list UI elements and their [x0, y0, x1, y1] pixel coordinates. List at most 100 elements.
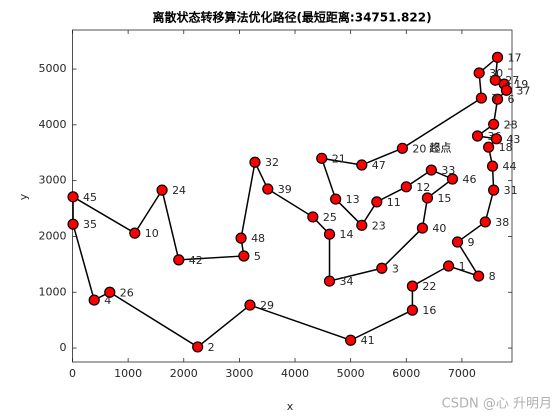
x-tick-label: 4000: [281, 367, 309, 380]
y-tick-label: 5000: [39, 62, 67, 75]
city-label: 21: [332, 152, 346, 165]
city-label: 43: [506, 133, 520, 146]
city-marker: [489, 74, 501, 86]
x-tick-label: 2000: [170, 367, 198, 380]
city-label: 3: [392, 262, 399, 275]
city-label: 31: [504, 184, 518, 197]
city-label: 22: [422, 280, 436, 293]
city-marker: [371, 196, 383, 208]
city-label: 4: [104, 294, 111, 307]
city-marker: [486, 160, 499, 172]
city-marker: [67, 218, 79, 230]
city-label: 46: [462, 173, 476, 186]
city-marker: [345, 334, 357, 346]
city-marker: [192, 341, 204, 353]
city-label: 14: [340, 228, 354, 241]
city-label: 7: [491, 92, 498, 105]
city-marker: [491, 51, 504, 63]
y-tick-label: 0: [60, 341, 67, 354]
x-tick-label: 1000: [114, 367, 142, 380]
y-axis-label: y: [17, 193, 30, 200]
city-marker: [104, 286, 116, 298]
city-marker: [416, 222, 429, 234]
city-label: 29: [260, 299, 274, 312]
city-marker: [376, 262, 388, 274]
city-marker: [483, 141, 495, 153]
city-marker: [451, 236, 464, 248]
city-marker: [244, 299, 256, 311]
y-tick-label: 3000: [39, 174, 67, 187]
city-marker: [473, 67, 485, 79]
city-marker: [488, 184, 500, 196]
city-label: 34: [340, 275, 354, 288]
city-marker: [425, 164, 437, 176]
city-marker: [396, 142, 409, 154]
city-marker: [316, 152, 328, 164]
route-annotation: 起点: [429, 141, 451, 154]
city-label: 18: [499, 141, 513, 154]
city-label: 47: [372, 159, 386, 172]
city-label: 28: [504, 118, 518, 131]
city-label: 48: [251, 232, 265, 245]
city-label: 8: [489, 270, 496, 283]
city-label: 40: [432, 222, 446, 235]
city-label: 10: [145, 227, 159, 240]
city-label: 25: [323, 211, 337, 224]
city-label: 11: [387, 196, 401, 209]
city-marker: [446, 173, 459, 185]
city-marker: [475, 92, 488, 104]
city-marker: [323, 228, 336, 240]
city-label: 35: [83, 218, 97, 231]
city-marker: [488, 118, 500, 130]
city-marker: [406, 304, 419, 316]
city-label: 5: [254, 250, 261, 263]
city-label: 19: [514, 78, 528, 91]
city-label: 45: [83, 191, 97, 204]
city-marker: [249, 156, 261, 168]
city-marker: [500, 84, 513, 96]
city-label: 2: [208, 341, 215, 354]
y-tick-label: 1000: [39, 285, 67, 298]
x-tick-label: 7000: [448, 367, 476, 380]
city-label: 39: [278, 183, 292, 196]
city-marker: [67, 191, 79, 203]
city-marker: [173, 254, 185, 266]
city-marker: [307, 211, 319, 223]
city-label: 41: [361, 334, 375, 347]
city-marker: [400, 181, 412, 193]
x-tick-label: 3000: [225, 367, 253, 380]
axes-box: [72, 29, 513, 363]
city-marker: [356, 159, 368, 171]
city-marker: [491, 93, 504, 105]
city-marker: [330, 193, 342, 205]
city-label: 30: [489, 67, 503, 80]
city-marker: [262, 183, 274, 195]
city-label: 24: [172, 184, 186, 197]
city-marker: [442, 260, 455, 272]
city-label: 27: [505, 74, 519, 87]
city-label: 37: [516, 84, 530, 97]
x-tick-label: 0: [69, 367, 76, 380]
y-tick-label: 4000: [39, 118, 67, 131]
city-label: 17: [508, 51, 522, 64]
city-marker: [156, 184, 168, 196]
city-label: 6: [508, 93, 515, 106]
city-label: 13: [346, 193, 360, 206]
city-label: 42: [189, 254, 203, 267]
city-marker: [129, 227, 141, 239]
city-label: 44: [503, 160, 517, 173]
city-label: 12: [416, 181, 430, 194]
y-tick-label: 2000: [39, 229, 67, 242]
x-axis-label: x: [287, 400, 294, 413]
city-label: 15: [437, 192, 451, 205]
city-label: 1: [459, 260, 466, 273]
city-marker: [421, 192, 434, 204]
city-label: 16: [422, 304, 436, 317]
city-marker: [490, 133, 503, 145]
city-label: 9: [467, 236, 474, 249]
city-marker: [473, 270, 485, 282]
city-marker: [479, 216, 491, 228]
x-tick-label: 6000: [392, 367, 420, 380]
city-marker: [356, 219, 368, 231]
